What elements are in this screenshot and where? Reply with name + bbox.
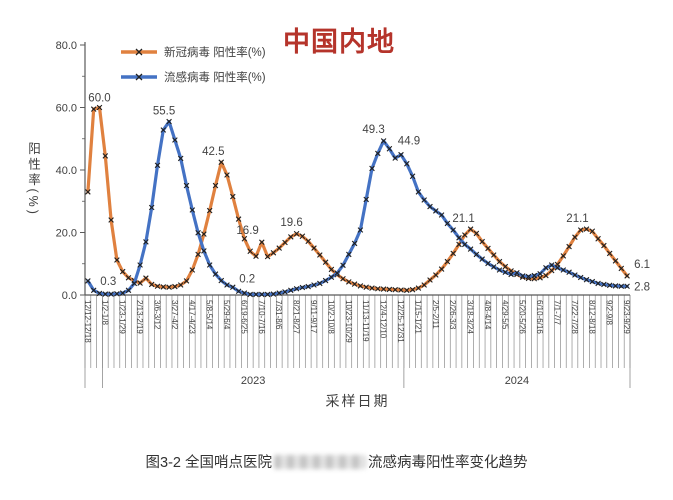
y-tick-label: 80.0 [56,40,77,52]
x-tick-label: 5/29-6/4 [222,300,231,330]
caption-suffix: 流感病毒阳性率变化趋势 [368,455,528,471]
chart-title: 中国内地 [283,27,395,57]
y-tick-label: 60.0 [56,103,77,115]
x-tick-label: 2/13-2/19 [135,300,144,334]
data-label: 19.6 [280,217,302,229]
x-tick-label: 10/23-10/29 [344,300,353,343]
x-tick-label: 6/10-6/16 [535,300,544,334]
x-tick-label: 11/13-11/19 [361,300,370,342]
data-label: 21.1 [452,213,474,225]
x-tick-label: 6/19-6/25 [239,300,248,334]
legend-label-covid: 新冠病毒 阳性率(%) [164,46,266,59]
x-tick-label: 1/23-1/29 [118,300,127,334]
x-tick-label: 8/21-8/27 [292,300,301,334]
x-tick-label: 9/2-9/8 [605,300,614,325]
flu-line-swatch [121,73,157,80]
x-tick-label: 4/8-4/14 [483,300,492,330]
x-tick-label: 7/10-7/16 [257,300,266,334]
covid-line-swatch [121,48,157,55]
x-tick-label: 4/17-4/23 [187,300,196,334]
data-label: 42.5 [202,146,224,158]
x-tick-label: 4/29-5/5 [500,300,509,330]
x-tick-label: 7/1-7/7 [553,300,562,325]
positivity-rate-line-chart: 2023 2024 12/12-12/18 1/2-1/8 1/23-1/29 2/13-… [56,40,650,388]
y-axis: 0.0 20.0 40.0 60.0 80.0 [56,40,86,302]
legend-label-flu: 流感病毒 阳性率(%) [164,71,266,84]
x-tick-label: 1/2-1/8 [100,300,109,325]
x-tick-label: 9/23-9/29 [622,300,631,334]
series-covid [86,105,629,292]
year-label: 2023 [241,375,265,387]
y-tick-label: 20.0 [56,228,77,240]
x-tick-label: 7/31-8/6 [274,300,283,330]
figure-caption: 图3-2 全国哨点医院 流感病毒阳性率变化趋势 [0,451,673,472]
x-tick-label: 12/12-12/18 [83,300,92,343]
series-flu [86,119,629,296]
x-tick-label: 1/15-1/21 [413,300,422,334]
x-tick-label: 5/20-5/26 [518,300,527,334]
data-label: 0.2 [239,273,255,285]
data-labels: 60.0 0.3 55.5 42.5 16.9 0.2 19.6 49.3 44.9 21.1 21… [88,93,650,294]
x-tick-label: 3/6-3/12 [153,300,162,330]
x-marker-icon [135,73,143,80]
y-axis-title: 阳性率(%) [26,142,40,217]
data-label: 55.5 [153,106,175,118]
x-tick-label: 2/5-2/11 [431,300,440,329]
x-marker-icon [135,48,143,55]
markers-covid [85,104,630,294]
legend-item-covid: 新冠病毒 阳性率(%) [119,39,266,64]
legend: 新冠病毒 阳性率(%) 流感病毒 阳性率(%) [119,39,266,89]
x-tick-labels: 12/12-12/18 1/2-1/8 1/23-1/29 2/13-2/19 3/6-… [83,300,631,343]
data-label: 0.3 [100,276,116,288]
x-tick-label: 3/18-3/24 [466,300,475,334]
data-label: 60.0 [88,93,110,105]
x-tick-label: 12/25-12/31 [396,300,405,343]
caption-prefix: 图3-2 全国哨点医院 [145,455,273,471]
data-label: 16.9 [236,225,258,237]
year-axis: 2023 2024 [84,295,631,388]
data-label: 21.1 [566,213,588,225]
y-tick-label: 40.0 [56,165,77,177]
data-label: 6.1 [634,259,650,271]
data-label: 2.8 [634,281,650,293]
x-axis-title: 采样日期 [325,393,390,409]
x-tick-label: 9/11-9/17 [309,300,318,334]
x-tick-label: 7/22-7/28 [570,300,579,334]
legend-item-flu: 流感病毒 阳性率(%) [119,64,266,89]
x-tick-label: 10/2-10/8 [326,300,335,334]
y-tick-label: 0.0 [62,290,77,302]
x-tick-label: 8/12-8/18 [587,300,596,334]
x-tick-label: 12/4-12/10 [379,300,388,339]
markers-flu [85,118,630,298]
data-label: 49.3 [362,124,384,136]
year-label: 2024 [505,375,529,387]
x-tick-label: 5/8-5/14 [205,300,214,330]
caption-redacted-segment [274,455,366,469]
data-label: 44.9 [398,136,420,148]
x-tick-comb [84,295,631,368]
x-tick-label: 3/27-4/2 [170,300,179,330]
x-tick-label: 2/26-3/3 [448,300,457,330]
